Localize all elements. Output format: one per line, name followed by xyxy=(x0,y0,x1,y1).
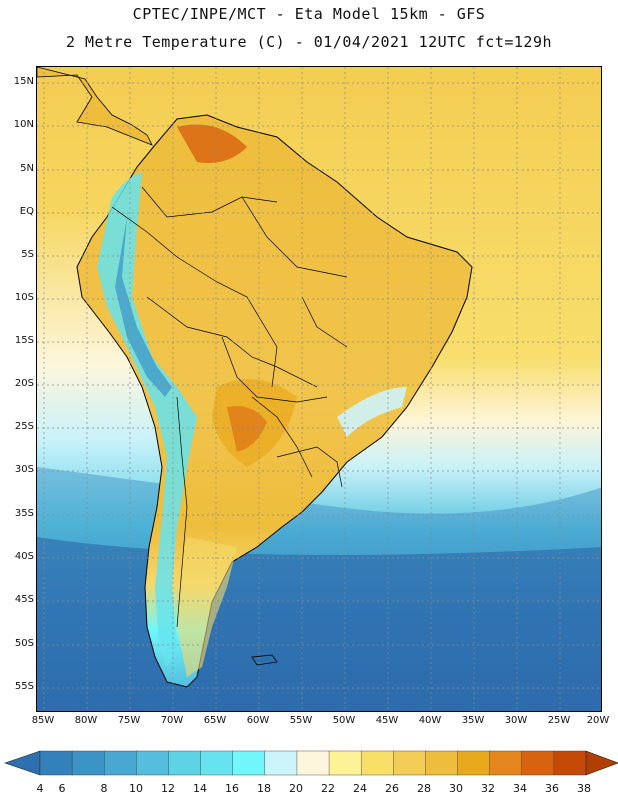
colorbar-cell xyxy=(264,750,298,776)
colorbar-cell xyxy=(39,750,73,776)
colorbar-cell xyxy=(553,750,587,776)
colorbar-label: 18 xyxy=(257,782,271,795)
colorbar-label: 38 xyxy=(577,782,591,795)
map-title: CPTEC/INPE/MCT - Eta Model 15km - GFS xyxy=(132,5,486,23)
lat-label-25s: 25S xyxy=(14,421,34,432)
map-canvas xyxy=(37,67,601,711)
temperature-map xyxy=(36,66,602,712)
colorbar-cell xyxy=(489,750,523,776)
colorbar-cell xyxy=(521,750,555,776)
map-subtitle: 2 Metre Temperature (C) - 01/04/2021 12U… xyxy=(65,33,553,51)
brazil-coastal-cool xyxy=(337,387,407,437)
venezuela-hot-spot xyxy=(177,124,247,163)
colorbar-label: 22 xyxy=(321,782,335,795)
colorbar-cell xyxy=(232,750,266,776)
lat-label-30s: 30S xyxy=(14,464,34,475)
colorbar-cell xyxy=(168,750,202,776)
colorbar-label: 12 xyxy=(161,782,175,795)
andes-coldest-strip xyxy=(115,217,172,397)
lon-label-85w: 85W xyxy=(31,715,55,726)
lon-label-45w: 45W xyxy=(375,715,399,726)
lat-label-55s: 55S xyxy=(14,681,34,692)
lat-label-10s: 10S xyxy=(14,292,34,303)
lat-label-50s: 50S xyxy=(14,638,34,649)
lat-label-15n: 15N xyxy=(13,76,34,87)
colorbar-label: 4 xyxy=(36,782,44,795)
chaco-hotter-core xyxy=(227,406,267,452)
colorbar-right-arrow xyxy=(585,750,618,776)
colorbar-label: 20 xyxy=(289,782,303,795)
colorbar-label: 16 xyxy=(225,782,239,795)
lon-label-75w: 75W xyxy=(117,715,141,726)
colorbar-cell xyxy=(136,750,170,776)
lat-label-20s: 20S xyxy=(14,378,34,389)
lat-label-5n: 5N xyxy=(20,163,34,174)
lat-label-40s: 40S xyxy=(14,551,34,562)
colorbar-cell xyxy=(328,750,362,776)
lat-label-35s: 35S xyxy=(14,508,34,519)
colorbar-label: 34 xyxy=(513,782,527,795)
lat-label-15s: 15S xyxy=(14,335,34,346)
colorbar-cell xyxy=(360,750,394,776)
patagonia-cool-area xyxy=(177,537,237,677)
colorbar-cell xyxy=(296,750,330,776)
lon-label-70w: 70W xyxy=(160,715,184,726)
colorbar-label: 24 xyxy=(353,782,367,795)
lon-label-25w: 25W xyxy=(547,715,571,726)
lat-label-5s: 5S xyxy=(21,249,34,260)
colorbar-label: 14 xyxy=(193,782,207,795)
lon-label-55w: 55W xyxy=(289,715,313,726)
colorbar-label: 6 xyxy=(58,782,66,795)
lon-label-65w: 65W xyxy=(203,715,227,726)
colorbar-cell xyxy=(457,750,491,776)
lat-label-eq: EQ xyxy=(19,206,34,217)
lat-label-10n: 10N xyxy=(13,119,34,130)
temperature-colorbar xyxy=(4,750,618,776)
colorbar-left-arrow xyxy=(4,750,41,776)
lon-label-50w: 50W xyxy=(332,715,356,726)
lon-label-40w: 40W xyxy=(418,715,442,726)
colorbar-cell xyxy=(425,750,459,776)
country-borders xyxy=(111,186,348,628)
colorbar-cell xyxy=(200,750,234,776)
colorbar-label: 8 xyxy=(100,782,108,795)
colorbar-label: 32 xyxy=(481,782,495,795)
lon-label-80w: 80W xyxy=(74,715,98,726)
falkland-islands xyxy=(251,654,278,666)
colorbar-label: 30 xyxy=(449,782,463,795)
colorbar-label: 28 xyxy=(417,782,431,795)
lon-label-60w: 60W xyxy=(246,715,270,726)
colorbar-cell xyxy=(71,750,105,776)
lon-label-20w: 20W xyxy=(586,715,610,726)
colorbar-label: 26 xyxy=(385,782,399,795)
lat-label-45s: 45S xyxy=(14,594,34,605)
graticule xyxy=(37,67,601,711)
colorbar-cell xyxy=(393,750,427,776)
lon-label-30w: 30W xyxy=(504,715,528,726)
colorbar-label: 10 xyxy=(129,782,143,795)
colorbar-cell xyxy=(104,750,138,776)
lon-label-35w: 35W xyxy=(461,715,485,726)
colorbar-label: 36 xyxy=(545,782,559,795)
